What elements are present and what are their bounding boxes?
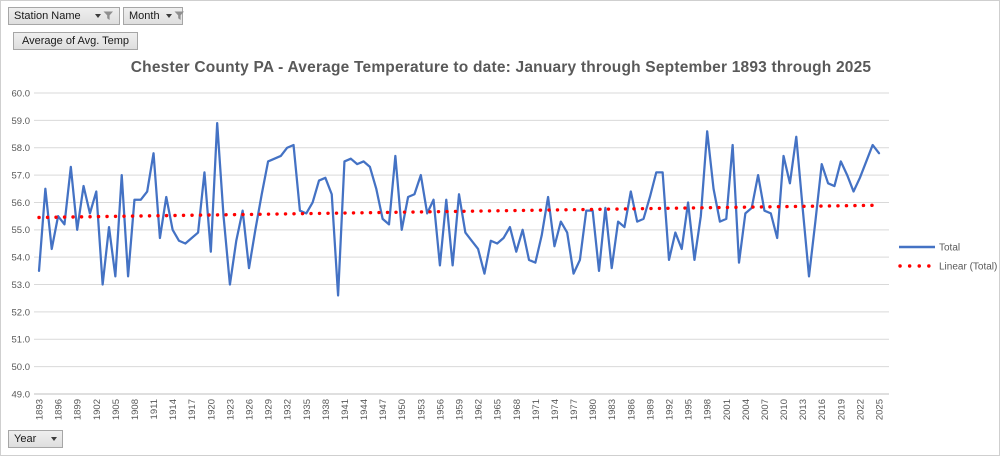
x-tick-label: 1968	[512, 399, 523, 420]
dropdown-arrow-icon	[165, 14, 172, 18]
y-tick-label: 55.0	[12, 225, 31, 236]
y-tick-label: 56.0	[12, 198, 31, 209]
filter-funnel-icon	[174, 11, 184, 20]
x-tick-label: 1992	[664, 399, 675, 420]
filter-funnel-icon	[103, 11, 113, 20]
station-name-filter-button[interactable]: Station Name	[8, 7, 120, 25]
y-tick-label: 49.0	[12, 389, 31, 400]
x-tick-label: 1923	[225, 399, 236, 420]
x-tick-label: 2025	[874, 399, 885, 420]
month-filter-label: Month	[129, 10, 160, 22]
y-tick-label: 58.0	[12, 143, 31, 154]
x-tick-label: 1920	[206, 399, 217, 420]
station-name-filter-label: Station Name	[14, 10, 81, 22]
x-tick-label: 1908	[130, 399, 141, 420]
y-tick-label: 54.0	[12, 253, 31, 264]
x-tick-label: 1944	[359, 399, 370, 420]
x-tick-label: 1893	[35, 399, 46, 420]
x-tick-label: 1974	[550, 399, 561, 420]
x-tick-label: 1938	[321, 399, 332, 420]
x-tick-label: 1899	[73, 399, 84, 420]
y-tick-label: 50.0	[12, 362, 31, 373]
year-axis-field-button[interactable]: Year	[8, 430, 63, 448]
x-tick-label: 1917	[187, 399, 198, 420]
legend-entry-linear-total[interactable]: Linear (Total)	[898, 262, 997, 273]
chart-title: Chester County PA - Average Temperature …	[130, 59, 872, 76]
x-tick-label: 1902	[92, 399, 103, 420]
chart-svg[interactable]: 49.0 50.0 51.0 52.0 53.0 54.0 55.0 56.0 57.0 58.0…	[1, 86, 1000, 456]
y-tick-label: 57.0	[12, 170, 31, 181]
station-filter-icons	[95, 11, 114, 21]
year-axis-field-label: Year	[14, 433, 37, 445]
legend[interactable]: Total Linear (Total)	[898, 243, 997, 273]
month-filter-icons	[165, 11, 185, 21]
x-tick-label: 2022	[855, 399, 866, 420]
x-tick-label: 1959	[454, 399, 465, 420]
x-tick-label: 1914	[168, 399, 179, 420]
x-tick-label: 1950	[397, 399, 408, 420]
x-tick-label: 1971	[531, 399, 542, 420]
x-tick-label: 2004	[741, 399, 752, 420]
legend-label-total: Total	[939, 243, 960, 254]
x-tick-label: 2010	[779, 399, 790, 420]
x-tick-label: 2007	[760, 399, 771, 420]
x-tick-label: 1911	[149, 399, 160, 419]
dropdown-arrow-icon	[95, 14, 101, 18]
x-tick-label: 1965	[493, 399, 504, 420]
x-tick-label: 1989	[645, 399, 656, 420]
legend-label-linear-total: Linear (Total)	[939, 262, 997, 273]
x-tick-label: 1932	[283, 399, 294, 420]
x-tick-label: 1953	[416, 399, 427, 420]
x-tick-label: 2016	[817, 399, 828, 420]
y-tick-label: 51.0	[12, 335, 31, 346]
y-tick-label: 52.0	[12, 307, 31, 318]
x-tick-label: 1998	[703, 399, 714, 420]
x-tick-label: 1983	[607, 399, 618, 420]
x-tick-label: 1935	[302, 399, 313, 420]
x-tick-label: 1995	[684, 399, 695, 420]
x-tick-label: 1962	[474, 399, 485, 420]
month-filter-button[interactable]: Month	[123, 7, 185, 25]
x-tick-label: 1980	[588, 399, 599, 420]
x-axis-labels[interactable]: 1893 1896 1899 1902 1905 1908 1911 1914 1917 1920…	[35, 399, 886, 420]
value-field-label: Average of Avg. Temp	[22, 35, 130, 47]
x-tick-label: 1977	[569, 399, 580, 420]
y-tick-label: 59.0	[12, 116, 31, 127]
x-tick-label: 1956	[435, 399, 446, 420]
value-field-button[interactable]: Average of Avg. Temp	[13, 32, 139, 50]
series-total-line[interactable]	[37, 121, 881, 297]
x-tick-label: 1896	[54, 399, 65, 420]
y-tick-label: 60.0	[12, 88, 31, 99]
x-tick-label: 1926	[244, 399, 255, 420]
gridlines	[34, 92, 889, 395]
y-axis-labels[interactable]: 49.0 50.0 51.0 52.0 53.0 54.0 55.0 56.0 57.0 58.0…	[12, 88, 31, 400]
x-tick-label: 2013	[798, 399, 809, 420]
x-tick-label: 1905	[111, 399, 122, 420]
y-tick-label: 53.0	[12, 280, 31, 291]
x-tick-label: 1986	[626, 399, 637, 420]
x-tick-label: 1941	[340, 399, 351, 420]
legend-entry-total[interactable]: Total	[899, 243, 960, 254]
x-tick-label: 1929	[264, 399, 275, 420]
dropdown-arrow-icon	[51, 437, 57, 441]
x-tick-label: 1947	[378, 399, 389, 420]
x-tick-label: 2001	[722, 399, 733, 420]
x-tick-label: 2019	[836, 399, 847, 420]
